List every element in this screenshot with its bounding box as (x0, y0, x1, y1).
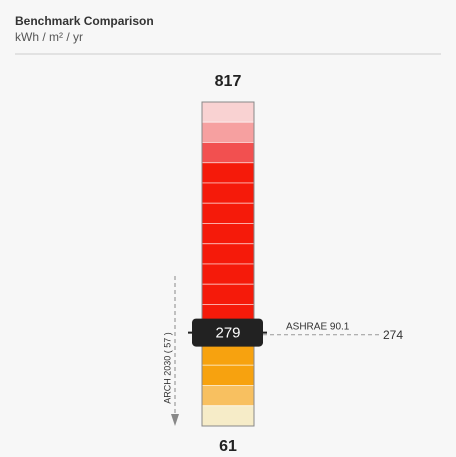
bar-segments (201, 101, 255, 427)
bar-segment (201, 101, 255, 123)
target-label: ARCH 2030 ( 57 ) (162, 332, 172, 404)
bar-segment (201, 162, 255, 184)
title: Benchmark Comparison (15, 14, 154, 28)
markers: ASHRAE 90.1 274 279 (188, 318, 403, 347)
reference-label: ASHRAE 90.1 (286, 321, 350, 332)
current-marker (192, 318, 263, 347)
bar-segment (201, 202, 255, 224)
bar-segment (201, 344, 255, 366)
bar-segment (201, 385, 255, 407)
bar-segment (201, 405, 255, 427)
bar-segment (201, 364, 255, 386)
max-label: 817 (215, 73, 242, 90)
bar-segment (201, 243, 255, 265)
bar-segment (201, 182, 255, 204)
bar-segment (201, 283, 255, 305)
subtitle: kWh / m² / yr (15, 30, 83, 44)
reference-value: 274 (383, 328, 403, 342)
bar-segment (201, 263, 255, 285)
bar-frame (201, 101, 255, 427)
bar-segment (201, 223, 255, 245)
target-arrowhead (171, 414, 179, 426)
bar-segment (201, 121, 255, 143)
bar-segment (201, 142, 255, 164)
min-label: 61 (219, 438, 237, 455)
current-value: 279 (215, 325, 240, 342)
